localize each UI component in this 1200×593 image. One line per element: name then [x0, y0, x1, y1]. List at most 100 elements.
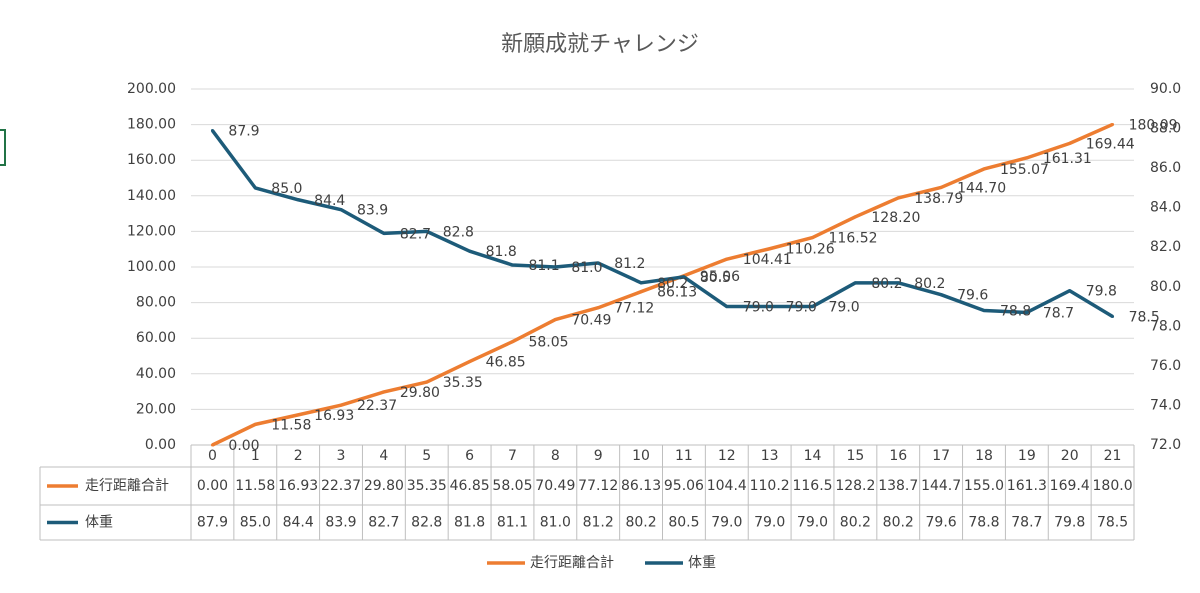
- y2-tick-label: 86.0: [1150, 160, 1181, 176]
- table-cell: 80.5: [668, 515, 699, 531]
- table-cell: 86.13: [621, 478, 661, 494]
- data-point: [1111, 314, 1115, 318]
- x-tick-label: 2: [294, 448, 303, 464]
- data-point: [1025, 310, 1029, 314]
- table-cell: 79.0: [754, 515, 785, 531]
- data-label: 81.1: [528, 258, 559, 274]
- table-series-name: 体重: [85, 515, 113, 531]
- data-label: 46.85: [486, 355, 526, 371]
- x-tick-label: 9: [594, 448, 603, 464]
- data-point: [1025, 156, 1029, 160]
- table-cell: 81.2: [583, 515, 614, 531]
- table-cell: 70.49: [535, 478, 575, 494]
- data-label: 104.41: [743, 252, 792, 268]
- x-tick-label: 21: [1104, 448, 1122, 464]
- data-label: 85.0: [271, 181, 302, 197]
- y-tick-label: 0.00: [145, 437, 176, 453]
- data-label: 80.2: [871, 276, 902, 292]
- data-label: 155.07: [1000, 162, 1049, 178]
- table-cell: 116.5: [792, 478, 832, 494]
- data-label: 81.8: [486, 244, 517, 260]
- table-cell: 78.5: [1097, 515, 1128, 531]
- y-tick-label: 80.00: [136, 295, 176, 311]
- y-tick-label: 60.00: [136, 330, 176, 346]
- data-label: 95.06: [700, 269, 740, 285]
- data-point: [1068, 289, 1072, 293]
- data-label: 29.80: [400, 385, 440, 401]
- table-cell: 77.12: [578, 478, 618, 494]
- x-tick-label: 8: [551, 448, 560, 464]
- data-point: [768, 247, 772, 251]
- x-tick-label: 0: [208, 448, 217, 464]
- data-label: 82.7: [400, 226, 431, 242]
- legend-label: 体重: [688, 555, 716, 571]
- table-cell: 85.0: [240, 515, 271, 531]
- x-tick-label: 7: [508, 448, 517, 464]
- chart-title: 新願成就チャレンジ: [501, 32, 699, 57]
- data-label: 80.5: [700, 270, 731, 286]
- table-cell: 138.7: [878, 478, 918, 494]
- table-cell: 80.2: [840, 515, 871, 531]
- table-cell: 22.37: [321, 478, 361, 494]
- data-label: 81.0: [571, 260, 602, 276]
- table-cell: 155.0: [964, 478, 1004, 494]
- table-cell: 104.4: [707, 478, 747, 494]
- x-tick-label: 6: [465, 448, 474, 464]
- data-label: 87.9: [228, 124, 259, 140]
- series-line: [211, 129, 1114, 318]
- data-point: [896, 281, 900, 285]
- data-label: 79.0: [786, 300, 817, 316]
- y2-tick-label: 78.0: [1150, 318, 1181, 334]
- y-tick-label: 200.00: [127, 81, 176, 97]
- data-point: [553, 265, 557, 269]
- x-tick-label: 19: [1018, 448, 1036, 464]
- data-point: [939, 293, 943, 297]
- data-point: [1111, 122, 1115, 126]
- data-label: 144.70: [957, 180, 1006, 196]
- x-tick-label: 3: [337, 448, 346, 464]
- x-tick-label: 14: [804, 448, 822, 464]
- data-label: 79.0: [829, 300, 860, 316]
- data-point: [468, 360, 472, 364]
- data-point: [468, 249, 472, 253]
- data-point: [425, 229, 429, 233]
- table-cell: 81.1: [497, 515, 528, 531]
- y2-tick-label: 80.0: [1150, 279, 1181, 295]
- data-point: [296, 413, 300, 417]
- data-label: 80.2: [657, 276, 688, 292]
- table-cell: 79.0: [797, 515, 828, 531]
- y-tick-label: 140.00: [127, 188, 176, 204]
- x-tick-label: 1: [251, 448, 260, 464]
- data-label: 78.5: [1129, 309, 1160, 325]
- data-point: [682, 275, 686, 279]
- data-point: [510, 340, 514, 344]
- data-label: 11.58: [271, 417, 311, 433]
- data-point: [553, 318, 557, 322]
- data-point: [339, 403, 343, 407]
- x-tick-label: 16: [889, 448, 907, 464]
- table-cell: 81.8: [454, 515, 485, 531]
- table-cell: 80.2: [883, 515, 914, 531]
- table-cell: 83.9: [325, 515, 356, 531]
- data-point: [339, 208, 343, 212]
- data-label: 84.4: [314, 193, 345, 209]
- table-cell: 169.4: [1050, 478, 1090, 494]
- table-cell: 78.8: [968, 515, 999, 531]
- data-point: [768, 305, 772, 309]
- table-cell: 128.2: [835, 478, 875, 494]
- x-tick-label: 17: [932, 448, 950, 464]
- data-point: [425, 380, 429, 384]
- y-tick-label: 40.00: [136, 366, 176, 382]
- table-cell: 78.7: [1011, 515, 1042, 531]
- table-cell: 84.4: [283, 515, 314, 531]
- legend-label: 走行距離合計: [530, 554, 614, 571]
- data-label: 161.31: [1043, 151, 1092, 167]
- table-cell: 82.7: [368, 515, 399, 531]
- data-point: [982, 167, 986, 171]
- data-point: [210, 443, 214, 447]
- y-tick-label: 20.00: [136, 401, 176, 417]
- data-point: [510, 263, 514, 267]
- data-point: [253, 186, 257, 190]
- x-tick-label: 12: [718, 448, 736, 464]
